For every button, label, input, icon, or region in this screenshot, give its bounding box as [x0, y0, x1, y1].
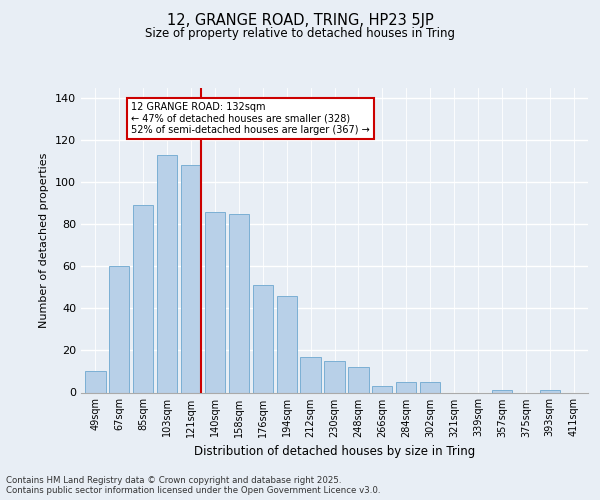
Bar	[492, 390, 512, 392]
Bar	[420, 382, 440, 392]
Bar	[396, 382, 416, 392]
Bar	[85, 372, 106, 392]
Text: Contains HM Land Registry data © Crown copyright and database right 2025.
Contai: Contains HM Land Registry data © Crown c…	[6, 476, 380, 495]
Text: 12, GRANGE ROAD, TRING, HP23 5JP: 12, GRANGE ROAD, TRING, HP23 5JP	[167, 12, 433, 28]
Text: 12 GRANGE ROAD: 132sqm
← 47% of detached houses are smaller (328)
52% of semi-de: 12 GRANGE ROAD: 132sqm ← 47% of detached…	[131, 102, 370, 136]
Bar	[277, 296, 297, 392]
Bar	[133, 206, 154, 392]
Bar	[539, 390, 560, 392]
Bar	[205, 212, 225, 392]
Bar	[348, 368, 368, 392]
Text: Size of property relative to detached houses in Tring: Size of property relative to detached ho…	[145, 28, 455, 40]
Bar	[157, 155, 177, 392]
Bar	[229, 214, 249, 392]
Bar	[325, 361, 344, 392]
Bar	[301, 356, 321, 392]
Y-axis label: Number of detached properties: Number of detached properties	[40, 152, 49, 328]
Bar	[109, 266, 130, 392]
Bar	[181, 166, 201, 392]
Bar	[253, 285, 273, 393]
Bar	[372, 386, 392, 392]
X-axis label: Distribution of detached houses by size in Tring: Distribution of detached houses by size …	[194, 445, 475, 458]
